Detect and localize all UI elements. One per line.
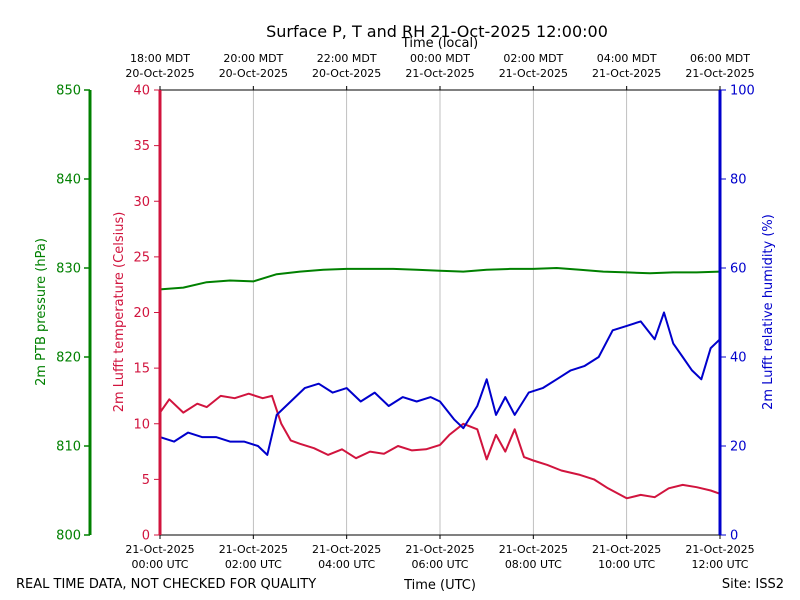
bottom-tick-time: 06:00 UTC: [411, 558, 468, 571]
temperature-tick-label: 20: [133, 306, 150, 321]
top-tick-time: 18:00 MDT: [130, 52, 190, 65]
temperature-axis-label: 2m Lufft temperature (Celsius): [112, 212, 127, 413]
top-tick-date: 21-Oct-2025: [499, 67, 568, 80]
bottom-tick-date: 21-Oct-2025: [405, 543, 474, 556]
pressure-tick-label: 800: [56, 529, 81, 544]
top-tick-date: 21-Oct-2025: [405, 67, 474, 80]
pressure-tick-label: 810: [56, 440, 81, 455]
bottom-tick-date: 21-Oct-2025: [219, 543, 288, 556]
pressure-series-line: [159, 267, 721, 291]
top-tick-time: 04:00 MDT: [597, 52, 657, 65]
bottom-tick-time: 08:00 UTC: [505, 558, 562, 571]
humidity-tick-label: 20: [730, 440, 747, 455]
top-tick-time: 22:00 MDT: [317, 52, 377, 65]
temperature-tick-label: 5: [142, 473, 150, 488]
temperature-tick-label: 0: [142, 529, 150, 544]
humidity-tick-label: 100: [730, 84, 755, 99]
chart-title: Surface P, T and RH 21-Oct-2025 12:00:00: [266, 22, 608, 41]
series-layer: [159, 267, 721, 500]
top-tick-time: 06:00 MDT: [690, 52, 750, 65]
top-tick-date: 20-Oct-2025: [312, 67, 381, 80]
top-tick-date: 20-Oct-2025: [125, 67, 194, 80]
pressure-tick-label: 820: [56, 351, 81, 366]
pressure-tick-label: 840: [56, 173, 81, 188]
bottom-axis-title: Time (UTC): [403, 578, 476, 593]
humidity-axis-ticks: 0 20 40 60 80 100: [720, 84, 755, 544]
pressure-tick-label: 850: [56, 84, 81, 99]
humidity-series-line: [159, 311, 721, 456]
bottom-tick-time: 02:00 UTC: [225, 558, 282, 571]
temperature-tick-label: 40: [133, 84, 150, 99]
temperature-series-line: [159, 392, 721, 500]
temperature-tick-label: 30: [133, 195, 150, 210]
temperature-tick-label: 15: [133, 362, 150, 377]
bottom-tick-time: 10:00 UTC: [598, 558, 655, 571]
bottom-tick-date: 21-Oct-2025: [499, 543, 568, 556]
bottom-tick-date: 21-Oct-2025: [125, 543, 194, 556]
bottom-axis-ticks: 21-Oct-2025 00:00 UTC 21-Oct-2025 02:00 UTC…: [125, 535, 755, 571]
humidity-tick-label: 0: [730, 529, 738, 544]
top-axis-ticks: 18:00 MDT 20-Oct-2025 20:00 MDT 20-Oct-2025…: [125, 52, 755, 90]
top-tick-time: 02:00 MDT: [503, 52, 563, 65]
quality-notice: REAL TIME DATA, NOT CHECKED FOR QUALITY: [16, 577, 316, 592]
bottom-tick-time: 00:00 UTC: [131, 558, 188, 571]
bottom-tick-date: 21-Oct-2025: [685, 543, 754, 556]
site-label: Site: ISS2: [722, 577, 784, 592]
top-tick-date: 20-Oct-2025: [219, 67, 288, 80]
top-tick-time: 00:00 MDT: [410, 52, 470, 65]
pressure-tick-label: 830: [56, 262, 81, 277]
temperature-tick-label: 35: [133, 139, 150, 154]
pressure-axis-label: 2m PTB pressure (hPa): [34, 238, 49, 386]
temperature-axis-ticks: 0 5 10 15 20 25 30 35 40: [133, 84, 160, 544]
humidity-tick-label: 40: [730, 351, 747, 366]
humidity-tick-label: 80: [730, 173, 747, 188]
pressure-axis-ticks: 800 810 820 830 840 850: [56, 84, 90, 544]
humidity-axis-label: 2m Lufft relative humidity (%): [761, 214, 776, 410]
top-tick-date: 21-Oct-2025: [592, 67, 661, 80]
bottom-tick-time: 12:00 UTC: [691, 558, 748, 571]
temperature-tick-label: 25: [133, 250, 150, 265]
temperature-tick-label: 10: [133, 417, 150, 432]
vertical-grid: [252, 90, 628, 535]
top-tick-date: 21-Oct-2025: [685, 67, 754, 80]
top-axis-title: Time (local): [401, 36, 478, 51]
top-tick-time: 20:00 MDT: [223, 52, 283, 65]
bottom-tick-time: 04:00 UTC: [318, 558, 375, 571]
humidity-tick-label: 60: [730, 262, 747, 277]
bottom-tick-date: 21-Oct-2025: [592, 543, 661, 556]
bottom-tick-date: 21-Oct-2025: [312, 543, 381, 556]
